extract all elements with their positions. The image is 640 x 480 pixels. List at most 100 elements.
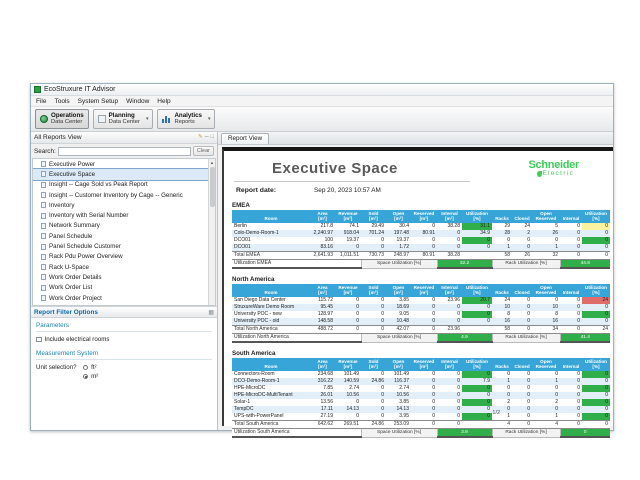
table-cell: 0 xyxy=(437,229,462,237)
rack-utilization-value: 0 xyxy=(560,428,610,439)
menu-item-tools[interactable]: Tools xyxy=(54,97,70,105)
tree-item-label: Inventory with Serial Number xyxy=(49,212,129,220)
table-cell: 0 xyxy=(560,317,582,326)
tree-scrollbar[interactable]: ▲ xyxy=(208,159,215,305)
region-table: Room Area [m²] Revenue [m²] Sold [m²] Open [m²] R… xyxy=(232,210,610,270)
report-tree-item-work-order-details[interactable]: Work Order Details xyxy=(33,272,215,282)
report-title: Executive Space xyxy=(272,160,398,177)
report-tree-item-insight-cage-sold-vs-peak-report[interactable]: Insight -- Cage Sold vs Peak Report xyxy=(33,180,215,190)
menu-item-file[interactable]: File xyxy=(36,97,47,105)
clear-button[interactable]: Clear xyxy=(192,146,214,156)
table-cell: 0 xyxy=(411,377,437,385)
table-cell: University POC - new xyxy=(234,311,282,318)
tab-report-view[interactable]: Report View xyxy=(221,133,270,144)
table-cell: 3.85 xyxy=(399,399,409,406)
table-cell: 0 xyxy=(356,311,359,318)
table-cell: 20.7 xyxy=(462,296,492,304)
report-icon xyxy=(41,233,46,240)
scroll-thumb[interactable] xyxy=(210,167,215,207)
search-input[interactable] xyxy=(57,146,191,156)
table-cell: 115.72 xyxy=(318,297,333,304)
table-cell: 217.8 xyxy=(320,223,333,230)
total-cell: 80.91 xyxy=(411,250,437,260)
table-cell: 14.13 xyxy=(335,405,361,413)
menu-item-system-setup[interactable]: System Setup xyxy=(77,97,119,105)
table-cell: 128.97 xyxy=(317,311,333,318)
analytics-bars-icon xyxy=(162,115,171,123)
table-cell: 0 xyxy=(512,317,532,326)
include-electrical-rooms-checkbox[interactable] xyxy=(36,336,42,343)
table-row: Colo-Demo-Room-1 2,240.97 918.04 701.24 197.… xyxy=(232,229,610,237)
table-cell: 2 xyxy=(555,399,558,406)
report-tree-item-panel-schedule-customer[interactable]: Panel Schedule Customer xyxy=(33,241,215,251)
report-tree-item-work-order-project[interactable]: Work Order Project xyxy=(33,293,215,303)
tree-item-label: Insight -- Customer Inventory by Cage --… xyxy=(49,191,183,199)
utilization-row-label: Utilization South America xyxy=(232,428,361,439)
unit-radio-m[interactable]: m² xyxy=(82,373,98,380)
report-tree-item-rack-u-space[interactable]: Rack U-Space xyxy=(33,262,215,272)
table-cell: 0 xyxy=(582,377,610,385)
table-cell: 0 xyxy=(560,391,582,399)
table-cell: 316.22 xyxy=(310,377,335,385)
column-header-racks: Racks xyxy=(492,284,512,297)
table-cell: 3.85 xyxy=(399,297,409,304)
total-cell: 2,641.93 xyxy=(310,250,335,260)
report-filter-options-header[interactable]: Report Filter Options ▦ xyxy=(31,306,217,318)
table-cell: 0 xyxy=(335,317,361,326)
total-cell: 4 xyxy=(532,419,560,429)
app-window: EcoStruxure IT Advisor File Tools System S… xyxy=(30,83,614,439)
toolbar-button-title: Analytics xyxy=(174,112,202,120)
table-cell: 0 xyxy=(462,310,492,318)
dropdown-arrow-icon[interactable]: ▾ xyxy=(207,116,211,122)
menu-item-window[interactable]: Window xyxy=(126,97,150,105)
report-tree-item-work-order-list[interactable]: Work Order List xyxy=(33,283,215,293)
logo-subtext: Electric xyxy=(542,171,575,177)
report-tree-item-inventory-with-serial-number[interactable]: Inventory with Serial Number xyxy=(33,210,215,220)
toolbar-button-analytics[interactable]: Analytics Reports ▾ xyxy=(157,109,216,129)
column-header-internal: Internal [m²] xyxy=(437,358,462,371)
report-tree-item-executive-power[interactable]: Executive Power xyxy=(33,159,215,169)
report-tree-item-insight-customer-inventory-by-cage-generic[interactable]: Insight -- Customer Inventory by Cage --… xyxy=(33,190,215,200)
table-cell: 0 xyxy=(335,243,361,252)
total-cell: 26 xyxy=(512,250,532,260)
report-tree-item-inventory[interactable]: Inventory xyxy=(33,200,215,210)
table-cell: DCO01 xyxy=(234,237,251,244)
dropdown-arrow-icon[interactable]: ▾ xyxy=(145,116,149,122)
total-cell: 23.96 xyxy=(437,324,462,334)
column-header-sold: Sold [m²] xyxy=(361,210,386,223)
report-tree-item-panel-schedule[interactable]: Panel Schedule xyxy=(33,231,215,241)
minimize-panel-icon[interactable]: ─ xyxy=(204,133,209,140)
float-panel-icon[interactable]: □ xyxy=(210,133,214,140)
report-tree-item-network-summary[interactable]: Network Summary xyxy=(33,221,215,231)
space-utilization-value: 3.9 xyxy=(437,428,492,439)
unit-radio-ft[interactable]: ft² xyxy=(82,364,99,371)
scroll-up-icon[interactable]: ▲ xyxy=(210,160,214,165)
table-row: DCO-Demo-Room-1 316.22 140.59 24.86 116.37 0 0… xyxy=(232,377,610,385)
column-header-area: Area [m²] xyxy=(310,210,335,223)
menu-item-help[interactable]: Help xyxy=(157,97,171,105)
table-cell: 0 xyxy=(462,391,492,399)
table-cell: 74.1 xyxy=(349,223,359,230)
total-cell: 0 xyxy=(560,419,582,429)
pin-icon[interactable]: ✎ xyxy=(198,133,203,140)
toolbar-button-planning[interactable]: Planning Data Center ▾ xyxy=(92,109,154,129)
title-bar: EcoStruxure IT Advisor xyxy=(31,84,613,96)
report-tree-item-rack-pdu-power-overview[interactable]: Rack Pdu Power Overview xyxy=(33,252,215,262)
report-tree-item-executive-space[interactable]: Executive Space xyxy=(33,168,215,181)
table-cell: 0 xyxy=(361,405,386,413)
table-cell: Berlin xyxy=(234,223,247,230)
table-cell: 0 xyxy=(532,391,560,399)
table-cell: 23.96 xyxy=(447,297,460,304)
toolbar-button-operations[interactable]: Operations Data Center xyxy=(35,109,89,129)
table-cell: 0 xyxy=(432,399,435,406)
table-cell: UPS-with-PowerPanel xyxy=(234,413,284,420)
report-icon xyxy=(41,222,46,229)
report-icon xyxy=(41,202,46,209)
report-date-value: Sep 20, 2023 10:57 AM xyxy=(314,187,381,194)
table-cell: 0 xyxy=(582,229,610,237)
table-cell: 24.86 xyxy=(361,377,386,385)
globe-icon xyxy=(40,115,48,123)
tree-item-label: Panel Schedule xyxy=(49,232,93,240)
table-cell: 38.28 xyxy=(447,223,460,230)
